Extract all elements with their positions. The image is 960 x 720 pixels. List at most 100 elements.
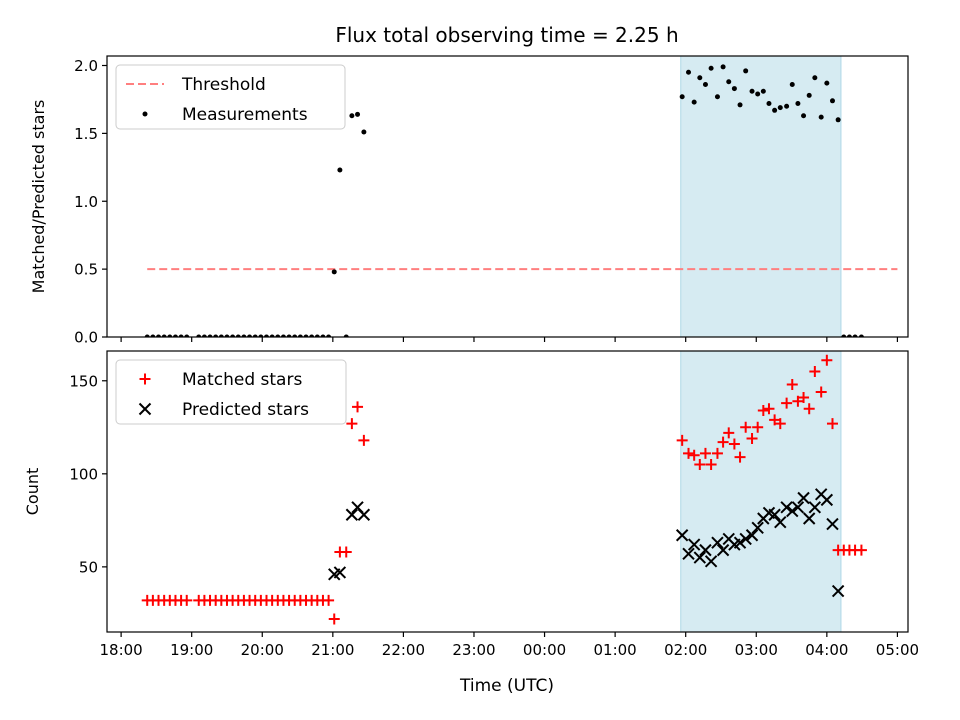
data-point — [326, 334, 332, 337]
data-point — [797, 491, 810, 505]
data-point — [835, 117, 841, 123]
observing-window-span — [680, 350, 842, 633]
data-point — [280, 334, 286, 337]
data-point — [343, 334, 349, 337]
data-point — [726, 79, 732, 85]
data-point — [337, 167, 343, 173]
data-point — [303, 334, 309, 337]
legend-label-matched-stars: Matched stars — [182, 370, 302, 390]
data-point — [693, 551, 707, 564]
data-point — [156, 334, 162, 337]
data-point — [768, 508, 781, 521]
y-axis-label: Matched/Predicted stars — [29, 100, 48, 294]
data-point — [781, 397, 793, 409]
x-tick-label: 23:00 — [452, 641, 495, 659]
data-point — [340, 546, 352, 558]
data-point — [683, 447, 695, 459]
axes-frame — [106, 55, 909, 338]
data-point — [144, 334, 150, 337]
legend-label-predicted-stars: Predicted stars — [182, 400, 309, 420]
data-point — [757, 405, 769, 417]
data-point — [346, 418, 358, 430]
data-point — [297, 334, 303, 337]
data-point — [161, 334, 167, 337]
data-point — [699, 543, 712, 557]
data-point — [178, 334, 184, 337]
legend-label-threshold: Threshold — [181, 75, 266, 95]
data-point — [723, 427, 735, 439]
data-point — [218, 334, 224, 337]
y-axis-label: Count — [23, 468, 42, 516]
data-point — [711, 536, 724, 549]
chart-title: Flux total observing time = 2.25 h — [335, 23, 678, 47]
data-point — [820, 493, 834, 507]
data-point — [763, 403, 775, 415]
data-point — [708, 65, 714, 71]
data-point — [349, 113, 355, 119]
data-point — [789, 82, 795, 88]
data-point — [150, 334, 156, 337]
data-point — [751, 521, 764, 534]
x-tick-label: 00:00 — [523, 641, 566, 659]
data-point — [292, 334, 298, 337]
data-point — [731, 86, 737, 92]
y-tick-label: 2.0 — [74, 57, 98, 75]
data-point — [676, 434, 688, 446]
x-tick-label: 18:00 — [99, 641, 142, 659]
data-point — [686, 69, 692, 75]
data-point — [167, 334, 173, 337]
data-point — [352, 401, 364, 413]
series-measurements — [144, 64, 864, 337]
data-point — [739, 532, 752, 546]
data-point — [812, 75, 818, 81]
data-point — [772, 107, 778, 113]
series-matched-stars — [141, 354, 867, 625]
data-point — [795, 101, 801, 107]
x-tick-label: 03:00 — [735, 641, 778, 659]
data-point — [808, 501, 822, 514]
data-point — [749, 88, 755, 94]
data-point — [702, 82, 708, 88]
data-point — [361, 129, 367, 135]
data-point — [252, 334, 258, 337]
data-point — [745, 529, 759, 542]
data-point — [333, 566, 347, 579]
data-point — [858, 334, 864, 337]
data-point — [694, 459, 706, 471]
data-point — [323, 594, 335, 606]
legend: Threshold Measurements — [115, 64, 346, 130]
data-point — [802, 512, 816, 525]
data-point — [230, 334, 236, 337]
y-tick-label: 100 — [69, 465, 98, 483]
data-point — [740, 421, 752, 433]
data-point — [691, 99, 697, 105]
data-point — [687, 538, 701, 551]
legend: Matched stars Predicted stars — [115, 359, 347, 425]
data-point — [784, 103, 790, 109]
legend-box — [115, 64, 346, 130]
data-point — [792, 395, 804, 407]
data-point — [675, 529, 689, 542]
data-point — [705, 459, 717, 471]
y-tick-label: 1.5 — [74, 125, 98, 143]
data-point — [791, 501, 805, 514]
data-point — [815, 386, 827, 398]
x-tick-label: 01:00 — [594, 641, 637, 659]
y-tick-label: 0.0 — [74, 329, 98, 347]
data-point — [809, 365, 821, 377]
data-point — [704, 555, 718, 568]
data-point — [247, 334, 253, 337]
x-tick-label: 19:00 — [170, 641, 213, 659]
x-axis-label: Time (UTC) — [459, 676, 554, 696]
data-point — [269, 334, 275, 337]
data-point — [852, 334, 858, 337]
data-point — [345, 508, 359, 521]
data-point — [286, 334, 292, 337]
data-point — [201, 334, 207, 337]
data-point — [357, 508, 371, 521]
data-point — [818, 114, 824, 120]
data-point — [826, 517, 839, 531]
data-point — [824, 80, 830, 86]
data-point — [728, 438, 740, 450]
data-point — [275, 334, 281, 337]
